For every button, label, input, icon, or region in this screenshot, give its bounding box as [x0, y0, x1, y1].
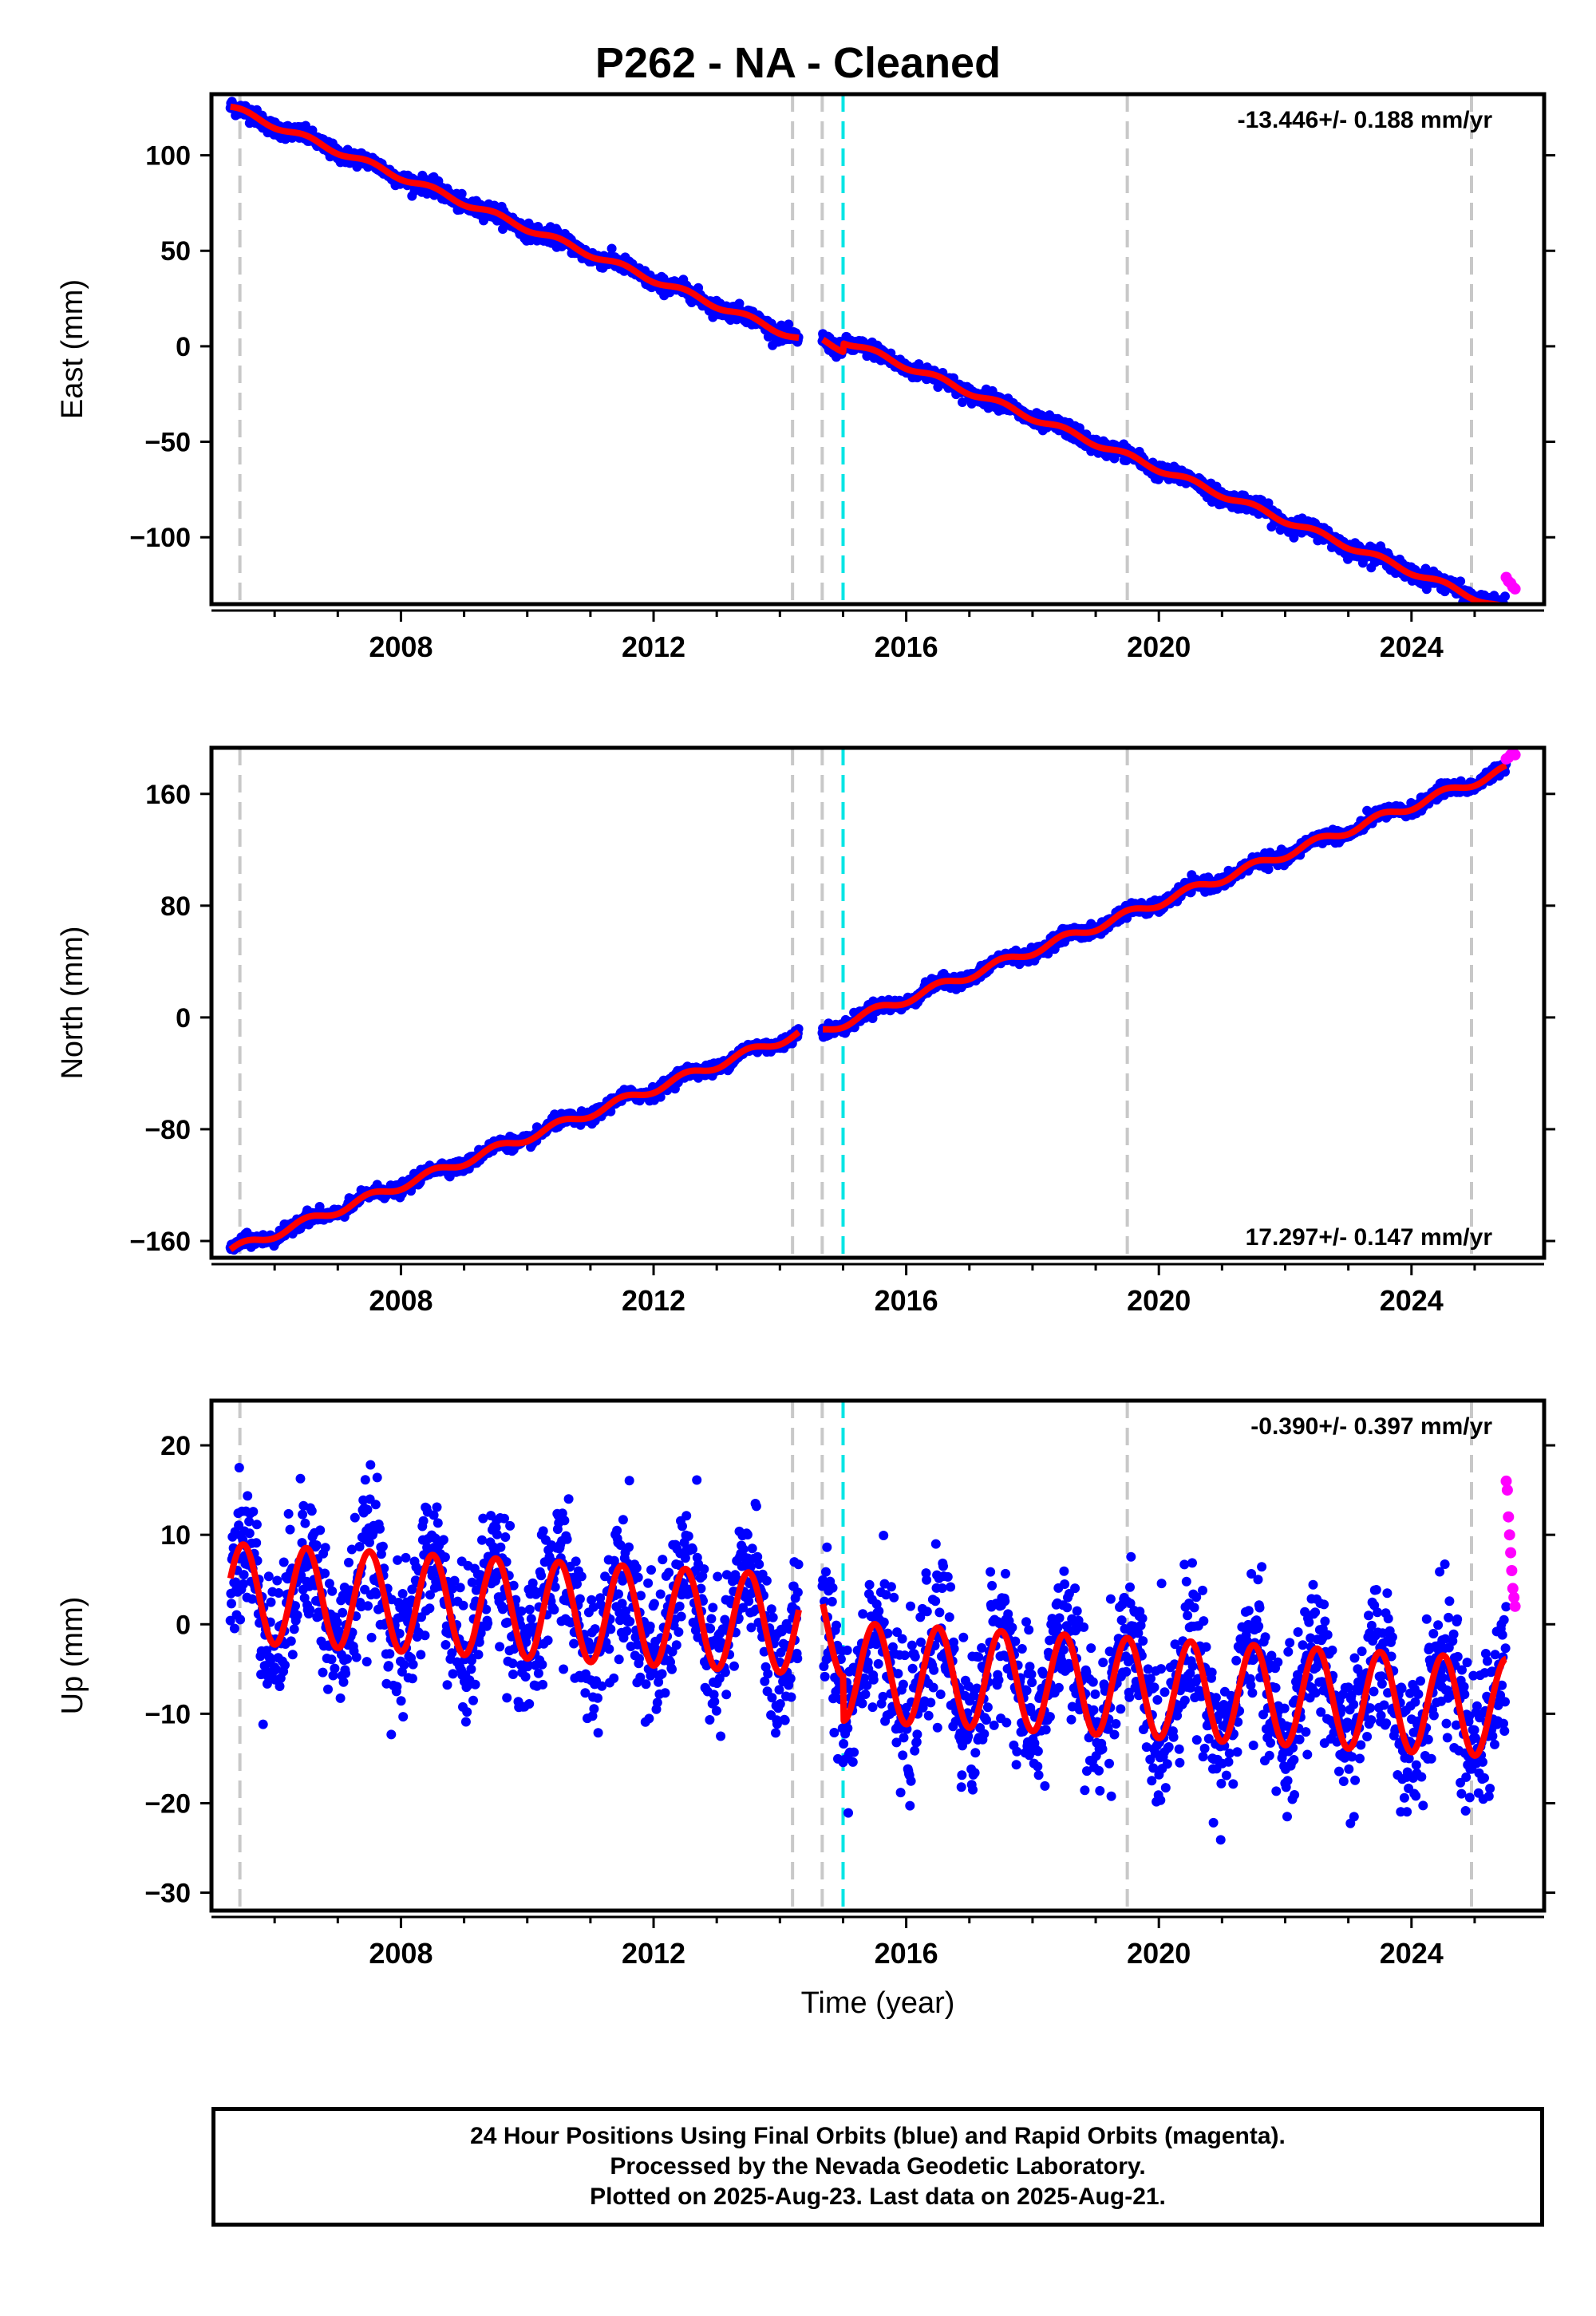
y-axis-label: North (mm) — [56, 926, 89, 1079]
x-tick-label: 2024 — [1380, 630, 1444, 663]
x-tick-label: 2020 — [1127, 630, 1191, 663]
final-orbit-point — [456, 188, 467, 199]
final-orbit-point — [234, 1463, 244, 1472]
y-tick-label: 0 — [176, 1003, 191, 1034]
final-orbit-point — [227, 1599, 236, 1609]
final-orbit-point — [1496, 607, 1506, 617]
y-tick-label: −160 — [129, 1227, 191, 1257]
x-tick-label: 2012 — [622, 630, 685, 663]
x-tick-label: 2020 — [1127, 1284, 1191, 1317]
plot-area-east — [225, 94, 1521, 617]
rapid-orbit-point — [1509, 749, 1521, 761]
final-orbit-point — [606, 243, 617, 254]
y-tick-label: −100 — [129, 523, 191, 553]
plot-area-up — [225, 1401, 1521, 1911]
x-tick-label: 2016 — [875, 630, 938, 663]
rapid-orbit-point — [1509, 583, 1521, 595]
final-orbit-point — [235, 1614, 246, 1625]
y-tick-label: 0 — [176, 332, 191, 362]
y-tick-label: 160 — [145, 780, 191, 810]
panel-east: 100 50 0 −50 −100 2008 2012 2016 2020 2024 East (m… — [56, 92, 1555, 663]
final-orbit-point — [243, 1491, 253, 1501]
final-orbit-point — [239, 1570, 249, 1580]
x-tick-label: 2024 — [1380, 1284, 1444, 1317]
final-orbit-point — [244, 1528, 255, 1539]
y-tick-label: 100 — [145, 141, 191, 172]
y-tick-label: 80 — [160, 891, 191, 922]
rapid-orbit-points — [1500, 571, 1521, 595]
y-axis-label: East (mm) — [56, 279, 89, 419]
rate-label: -13.446+/- 0.188 mm/yr — [1238, 107, 1493, 133]
final-orbit-points — [225, 97, 1510, 617]
final-orbit-point — [229, 1623, 239, 1634]
x-tick-label: 2008 — [369, 630, 433, 663]
y-tick-label: −80 — [144, 1115, 191, 1145]
x-tick-label: 2012 — [622, 1284, 685, 1317]
x-tick-label: 2008 — [369, 1284, 433, 1317]
final-orbit-point — [1500, 591, 1510, 602]
y-tick-label: 50 — [160, 236, 191, 267]
y-tick-label: −50 — [144, 428, 191, 458]
rate-label: 17.297+/- 0.147 mm/yr — [1246, 1224, 1493, 1251]
plot-area-north — [225, 748, 1521, 1258]
plot-title: P262 - NA - Cleaned — [595, 39, 1001, 87]
x-tick-label: 2016 — [875, 1284, 938, 1317]
final-orbit-point — [784, 319, 794, 330]
rapid-orbit-points — [1500, 748, 1521, 765]
model-fit-line — [227, 103, 1507, 604]
panel-north: 160 80 0 −80 −160 2008 2012 2016 2020 2024 North (… — [56, 745, 1555, 1317]
axes-frame — [209, 92, 1547, 607]
final-orbit-point — [1456, 576, 1466, 587]
model-fit-line — [227, 762, 1509, 1253]
final-orbit-point — [307, 125, 318, 136]
